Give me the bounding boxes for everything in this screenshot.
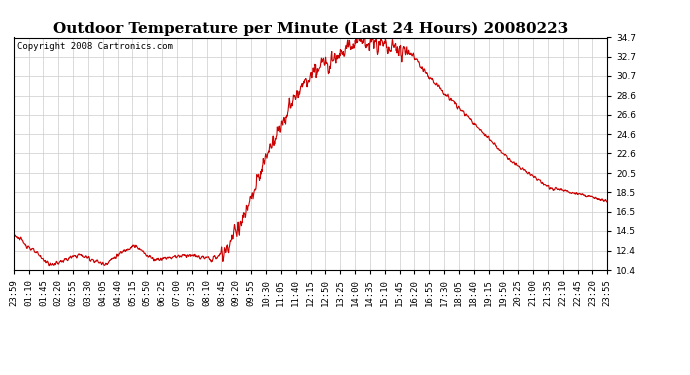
Text: Copyright 2008 Cartronics.com: Copyright 2008 Cartronics.com: [17, 42, 172, 51]
Title: Outdoor Temperature per Minute (Last 24 Hours) 20080223: Outdoor Temperature per Minute (Last 24 …: [53, 22, 568, 36]
